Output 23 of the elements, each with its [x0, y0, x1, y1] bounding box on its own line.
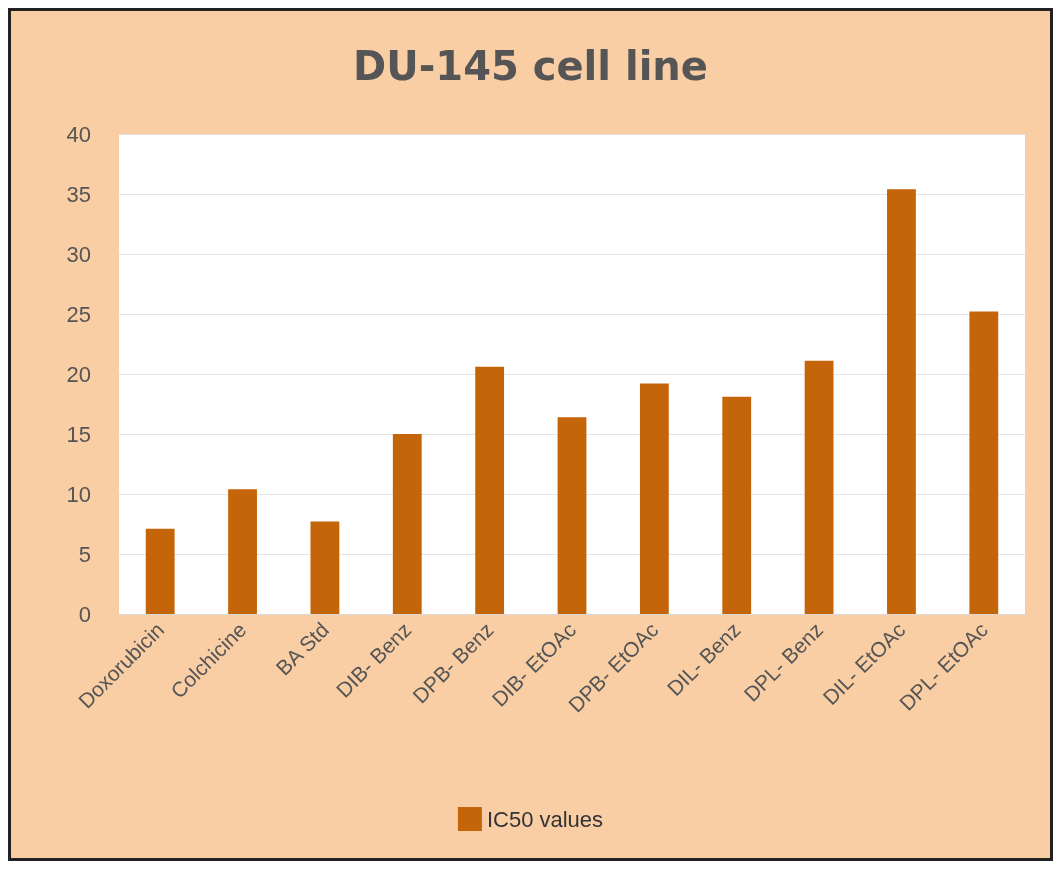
y-tick-label: 20 [66, 361, 91, 387]
chart-title: DU-145 cell line [353, 43, 708, 89]
y-tick-label: 25 [66, 301, 91, 327]
bar [310, 521, 340, 614]
y-tick-label: 10 [66, 481, 91, 507]
legend-label: IC50 values [486, 806, 604, 832]
bar [145, 528, 175, 614]
bar [557, 417, 587, 614]
bar [804, 360, 834, 614]
bar [887, 189, 916, 614]
bar [475, 366, 505, 614]
bar [969, 311, 999, 614]
bar [639, 383, 669, 614]
x-tick-label: BA Std [271, 617, 334, 680]
bar [392, 434, 422, 614]
y-tick-label: 5 [78, 541, 91, 567]
y-tick-label: 30 [66, 241, 91, 267]
y-tick-label: 35 [66, 181, 91, 207]
bar [228, 489, 257, 614]
y-tick-label: 15 [66, 421, 91, 447]
y-tick-label: 40 [66, 121, 91, 147]
bar [722, 396, 752, 614]
y-tick-label: 0 [78, 601, 91, 627]
